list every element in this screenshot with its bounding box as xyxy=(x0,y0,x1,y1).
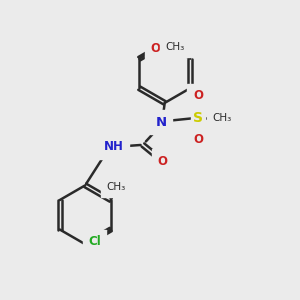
Text: O: O xyxy=(193,89,203,102)
Text: O: O xyxy=(150,42,161,55)
Text: Cl: Cl xyxy=(88,236,101,248)
Text: S: S xyxy=(193,111,203,124)
Text: CH₃: CH₃ xyxy=(212,112,232,123)
Text: O: O xyxy=(157,155,167,168)
Text: N: N xyxy=(156,116,167,128)
Text: O: O xyxy=(193,133,203,146)
Text: NH: NH xyxy=(103,140,123,153)
Text: CH₃: CH₃ xyxy=(166,42,185,52)
Text: CH₃: CH₃ xyxy=(106,182,126,192)
